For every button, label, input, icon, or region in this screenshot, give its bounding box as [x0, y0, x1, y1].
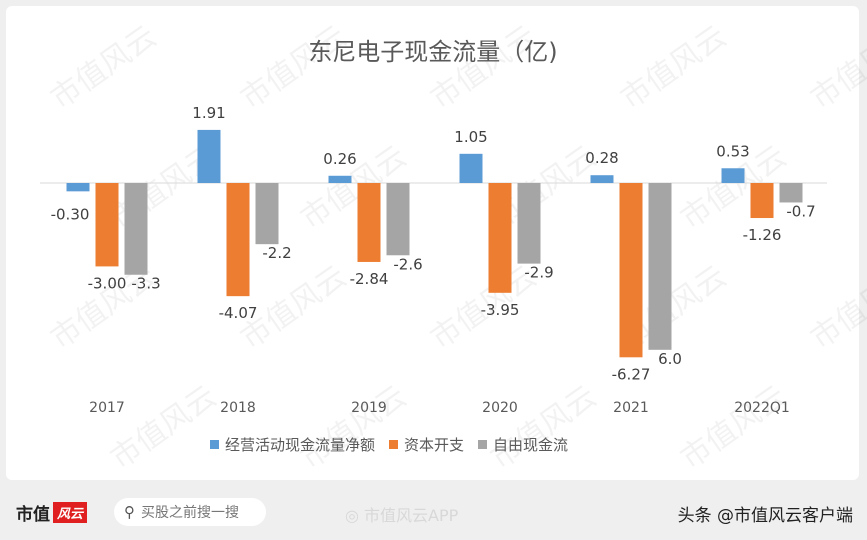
bar-3 [779, 183, 803, 203]
x-tick-label: 2019 [351, 400, 387, 416]
brand-logo: 市值 风云 [16, 500, 88, 525]
x-tick-label: 2022Q1 [734, 400, 790, 416]
data-label: 0.26 [323, 150, 356, 168]
data-label: -3.00 [88, 274, 127, 292]
bar-3 [517, 183, 541, 264]
legend-label: 资本开支 [404, 436, 464, 454]
bar-1 [328, 175, 352, 183]
data-label: 0.28 [585, 149, 618, 167]
legend-swatch [478, 440, 487, 449]
bar-3 [648, 183, 672, 350]
watermark-text: 市值风云 [425, 19, 543, 116]
watermark-text: 市值风云 [295, 379, 413, 476]
bar-3 [386, 183, 410, 256]
watermark-text: 市值风云 [675, 379, 793, 476]
bar-1 [590, 175, 614, 183]
data-label: -3.95 [481, 301, 520, 319]
bar-3 [124, 183, 148, 275]
chart-title: 东尼电子现金流量（亿) [308, 38, 557, 66]
data-label: 6.0 [658, 350, 682, 368]
watermark-text: 市值风云 [235, 19, 353, 116]
watermark-text: 市值风云 [45, 19, 163, 116]
search-box[interactable]: ⚲ 买股之前搜一搜 [114, 498, 266, 526]
search-placeholder: 买股之前搜一搜 [141, 505, 239, 521]
brand-text: 市值 [16, 505, 50, 525]
data-label: -3.3 [131, 275, 160, 293]
data-label: -2.9 [524, 264, 553, 282]
data-label: -4.07 [219, 304, 258, 322]
x-tick-label: 2017 [89, 400, 125, 416]
search-icon: ⚲ [124, 503, 135, 521]
bar-1 [459, 153, 483, 183]
watermark-text: 市值风云 [615, 19, 733, 116]
data-label: -0.30 [51, 205, 90, 223]
data-label: -6.27 [612, 365, 651, 383]
brand-logo-badge: 风云 [53, 502, 88, 523]
data-label: 1.05 [454, 128, 487, 146]
bar-1 [721, 168, 745, 183]
bar-2 [750, 183, 774, 219]
data-label: 0.53 [716, 142, 749, 160]
legend-swatch [389, 440, 398, 449]
x-tick-label: 2018 [220, 400, 256, 416]
footer: 市值 风云 ⚲ 买股之前搜一搜 ◎ 市值风云APP 头条 @市值风云客户端 [0, 486, 867, 540]
bar-2 [357, 183, 381, 262]
bar-1 [197, 129, 221, 183]
bar-2 [619, 183, 643, 358]
data-label: -2.84 [350, 270, 389, 288]
bar-3 [255, 183, 279, 245]
weibo-icon: ◎ [345, 506, 365, 525]
x-tick-label: 2020 [482, 400, 518, 416]
legend-label: 经营活动现金流量净额 [225, 436, 375, 454]
bar-1 [66, 183, 90, 192]
chart-card [6, 6, 859, 480]
data-label: 1.91 [192, 104, 225, 122]
watermark-text: 市值风云 [805, 19, 867, 116]
data-label: -1.26 [743, 226, 782, 244]
data-label: -2.2 [262, 244, 291, 262]
legend-swatch [210, 440, 219, 449]
weibo-watermark: ◎ 市值风云APP [345, 502, 458, 526]
legend-label: 自由现金流 [493, 436, 568, 454]
weibo-text: 市值风云APP [364, 506, 459, 525]
data-label: -0.7 [786, 202, 815, 220]
watermark-text: 市值风云 [805, 259, 867, 356]
source-credit: 头条 @市值风云客户端 [677, 506, 853, 526]
bar-2 [226, 183, 250, 297]
watermark-text: 市值风云 [105, 379, 223, 476]
bar-2 [95, 183, 119, 267]
data-label: -2.6 [393, 255, 422, 273]
watermark-text: 市值风云 [485, 379, 603, 476]
x-tick-label: 2021 [613, 400, 649, 416]
bar-2 [488, 183, 512, 293]
